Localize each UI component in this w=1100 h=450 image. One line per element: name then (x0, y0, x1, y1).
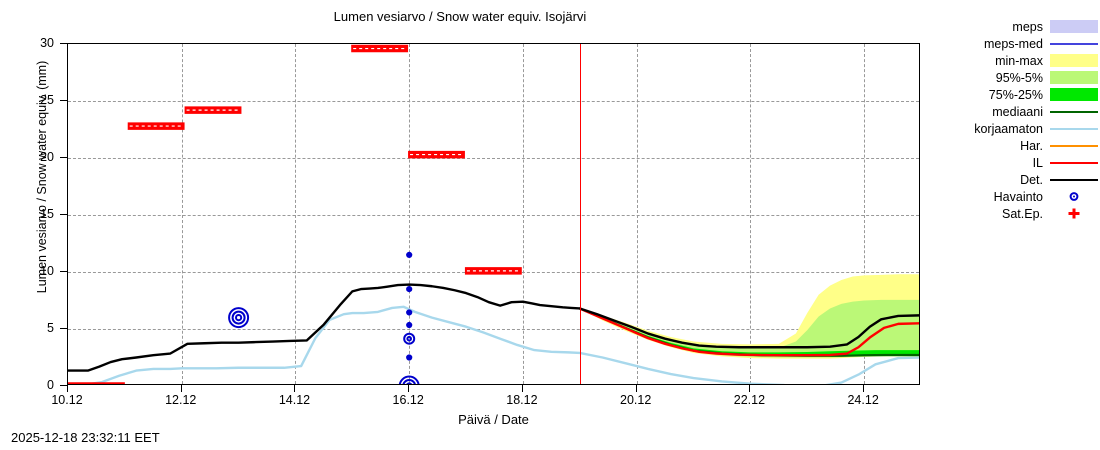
x-tick-mark (67, 385, 68, 392)
legend-item-95-5-: 95%-5% (938, 69, 1098, 86)
legend-swatch-band (1050, 71, 1098, 84)
y-tick-label: 20 (40, 150, 54, 164)
havainto-marker (406, 251, 413, 259)
gridline-vertical (295, 44, 297, 384)
legend-item-sat-ep-: Sat.Ep. (938, 205, 1098, 222)
gridline-horizontal (68, 101, 919, 102)
legend-label: Det. (1020, 172, 1043, 187)
legend-label: Sat.Ep. (1002, 206, 1043, 221)
x-tick-mark (408, 385, 410, 392)
series-line-korjaamaton (74, 305, 919, 384)
plot-area (67, 43, 920, 385)
gridline-horizontal (68, 215, 919, 216)
series-layer (68, 44, 919, 384)
y-tick-mark (60, 214, 67, 215)
legend-swatch-band (1050, 88, 1098, 101)
gridline-horizontal (68, 158, 919, 159)
y-tick-label: 10 (40, 264, 54, 278)
legend-item-mediaani: mediaani (938, 103, 1098, 120)
havainto-marker (406, 309, 413, 316)
y-tick-mark (60, 157, 67, 158)
timestamp: 2025-12-18 23:32:11 EET (11, 430, 160, 445)
y-tick-mark (60, 271, 67, 272)
legend-label: min-max (995, 53, 1043, 68)
legend-swatch-band (1050, 54, 1098, 67)
legend-item-il: IL (938, 154, 1098, 171)
legend-swatch-band (1050, 20, 1098, 33)
chart-title: Lumen vesiarvo / Snow water equiv. Isojä… (333, 9, 587, 24)
legend-label: mediaani (992, 104, 1043, 119)
gridline-vertical (409, 44, 411, 384)
x-tick-label: 20.12 (620, 393, 652, 407)
legend-swatch-line (1050, 178, 1098, 181)
y-tick-label: 15 (40, 207, 54, 221)
legend-swatch-line (1050, 144, 1098, 147)
legend-label: IL (1032, 155, 1043, 170)
y-tick-label: 0 (47, 378, 54, 392)
x-tick-mark (294, 385, 296, 392)
legend-label: Har. (1020, 138, 1043, 153)
legend-item-min-max: min-max (938, 52, 1098, 69)
legend-swatch-line (1050, 127, 1098, 130)
havainto-marker (406, 321, 413, 329)
legend-label: 75%-25% (988, 87, 1043, 102)
legend-label: meps (1012, 19, 1043, 34)
y-tick-mark (60, 385, 67, 386)
x-tick-label: 14.12 (278, 393, 311, 407)
legend-item-meps-med: meps-med (938, 35, 1098, 52)
y-tick-label: 30 (40, 36, 54, 50)
gridline-vertical (181, 44, 183, 384)
series-line-il (578, 307, 919, 357)
x-tick-label: 22.12 (733, 393, 766, 407)
havainto-marker (406, 354, 413, 361)
x-tick-mark (863, 385, 865, 392)
gridline-horizontal (68, 329, 919, 330)
legend-item-meps: meps (938, 18, 1098, 35)
band-75-25- (579, 308, 919, 357)
legend-label: 95%-5% (995, 70, 1043, 85)
y-tick-mark (60, 100, 67, 101)
gridline-vertical (636, 44, 638, 384)
legend-swatch-line (1050, 161, 1098, 164)
gridline-vertical (750, 44, 752, 384)
legend-label: Havainto (993, 189, 1043, 204)
legend-item-korjaamaton: korjaamaton (938, 120, 1098, 137)
x-tick-label: 12.12 (165, 393, 197, 407)
y-tick-label: 25 (40, 93, 54, 107)
gridline-vertical (864, 44, 866, 384)
series-line-det- (68, 283, 919, 372)
legend-label: meps-med (983, 36, 1043, 51)
x-tick-mark (635, 385, 637, 392)
legend-item-har-: Har. (938, 137, 1098, 154)
forecast-start-line (579, 44, 581, 384)
havainto-marker-icon (1050, 190, 1098, 203)
x-tick-label: 16.12 (392, 393, 424, 407)
legend-swatch-line (1050, 110, 1098, 113)
y-tick-mark (60, 43, 67, 44)
havainto-marker (398, 375, 420, 384)
y-tick-mark (60, 328, 67, 329)
havainto-marker (403, 332, 416, 345)
gridline-vertical (522, 44, 524, 384)
sat-ep-marker-icon (1050, 207, 1098, 220)
legend: meps meps-med min-max 95%-5% 75%-25% mediaani… (938, 18, 1098, 222)
x-tick-mark (749, 385, 751, 392)
x-tick-label: 18.12 (506, 393, 538, 407)
legend-swatch-line (1050, 42, 1098, 45)
legend-item-75-25-: 75%-25% (938, 86, 1098, 103)
havainto-marker (406, 286, 413, 293)
x-tick-label: 24.12 (847, 393, 879, 407)
x-axis-label: Päivä / Date (458, 412, 529, 427)
x-tick-mark (180, 385, 182, 392)
havainto-marker (228, 307, 250, 329)
legend-item-havainto: Havainto (938, 188, 1098, 205)
y-axis-label: Lumen vesiarvo / Snow water equiv. (mm) (35, 60, 49, 294)
legend-label: korjaamaton (974, 121, 1043, 136)
x-tick-label: 10.12 (51, 393, 83, 407)
legend-item-det-: Det. (938, 171, 1098, 188)
y-tick-label: 5 (47, 321, 54, 335)
x-tick-mark (521, 385, 523, 392)
